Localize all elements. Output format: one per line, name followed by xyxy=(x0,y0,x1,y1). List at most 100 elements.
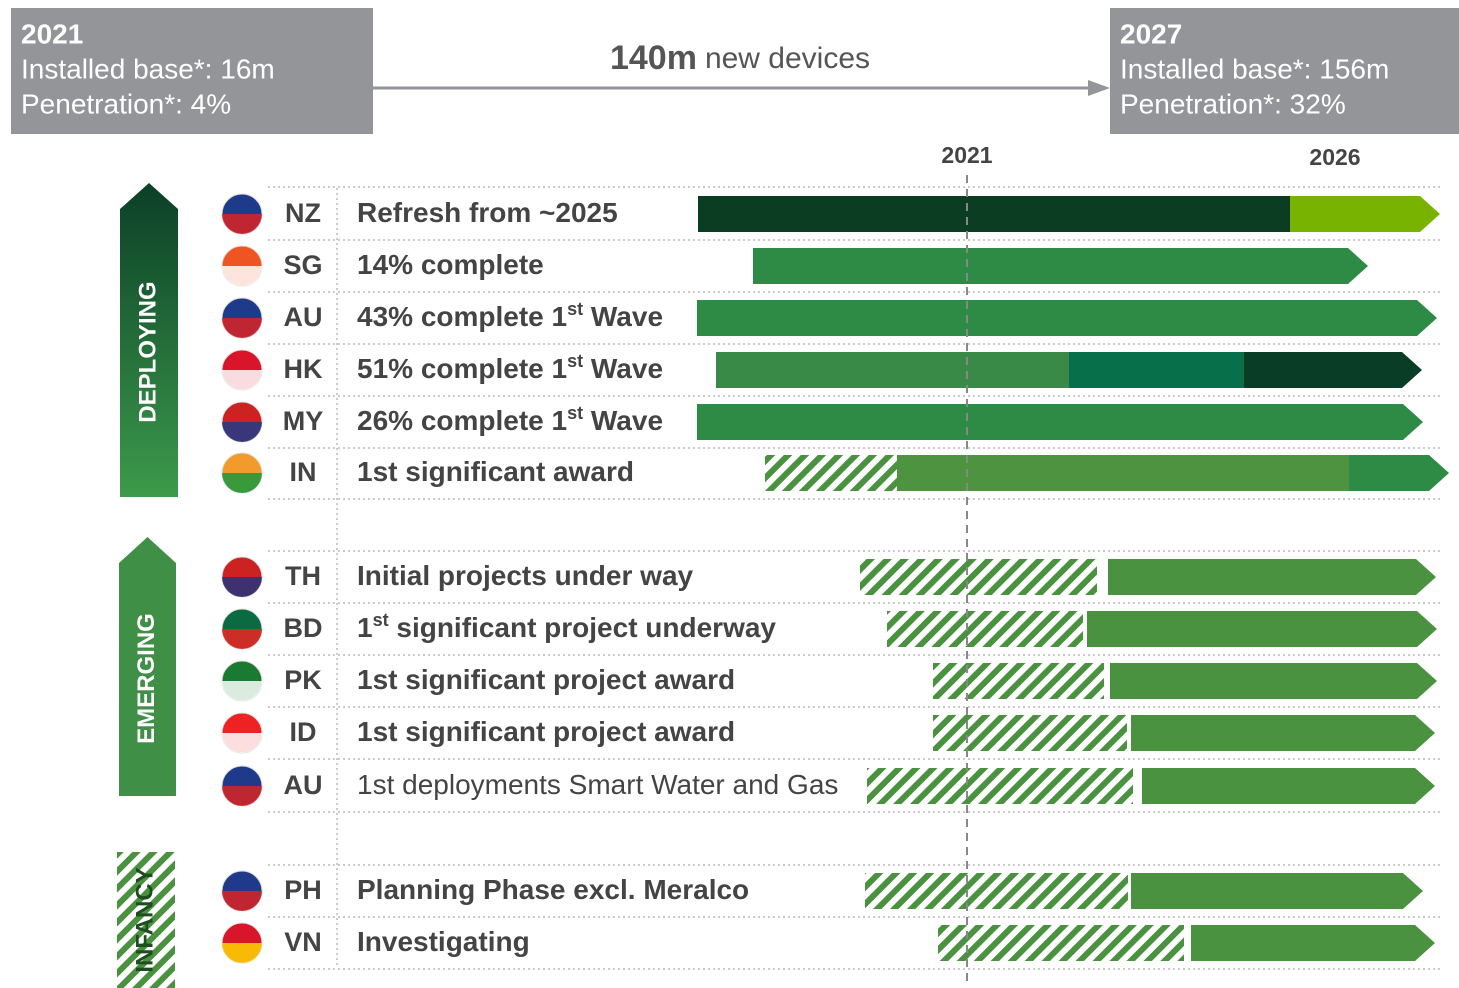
timeline-bar xyxy=(753,248,1368,284)
group-arrow xyxy=(120,183,178,497)
group-arrow xyxy=(119,537,176,796)
timeline-bar xyxy=(867,768,1133,804)
row-text: 1st significant project underway xyxy=(357,610,776,644)
row-text-after: Wave xyxy=(583,405,663,436)
timeline-bar xyxy=(1110,663,1437,699)
row-text-sup: st xyxy=(567,299,583,319)
start-base: Installed base*: 16m xyxy=(21,53,275,84)
timeline-bar xyxy=(1191,925,1435,961)
flag-detail xyxy=(222,370,262,390)
group-label: DEPLOYING xyxy=(134,281,161,422)
country-code: VN xyxy=(284,927,322,957)
flag-detail xyxy=(222,422,262,442)
start-box xyxy=(11,8,373,134)
timeline-bar xyxy=(933,715,1127,751)
flag-detail xyxy=(222,318,262,338)
row-text-main: 1st significant project award xyxy=(357,716,735,747)
timeline-bar xyxy=(1142,768,1435,804)
arrow-head xyxy=(1088,80,1110,96)
row-text-main: Planning Phase excl. Meralco xyxy=(357,874,749,905)
country-code: AU xyxy=(284,770,323,800)
row-text-main: 14% complete xyxy=(357,249,544,280)
timeline-bar xyxy=(887,611,1083,647)
year-label: 2021 xyxy=(941,142,992,168)
flag-detail xyxy=(222,786,262,806)
row-text: 1st significant award xyxy=(357,456,634,487)
flag-detail xyxy=(222,214,262,234)
row-text-main: 1st significant project award xyxy=(357,664,735,695)
timeline-bar xyxy=(698,196,1290,232)
end-box xyxy=(1110,8,1459,134)
timeline-bar xyxy=(697,404,1423,440)
row-text-after: Wave xyxy=(583,301,663,332)
country-code: ID xyxy=(290,717,317,747)
country-code: IN xyxy=(290,457,317,487)
country-code: HK xyxy=(284,354,323,384)
row-text: Planning Phase excl. Meralco xyxy=(357,874,749,905)
timeline-bar xyxy=(1069,352,1244,388)
timeline-bar xyxy=(938,925,1184,961)
timeline-bar xyxy=(897,455,1349,491)
country-code: TH xyxy=(285,561,321,591)
timeline-bar xyxy=(1290,196,1440,232)
timeline-bar xyxy=(697,300,1437,336)
row-text: 51% complete 1st Wave xyxy=(357,351,663,385)
row-text-sup: st xyxy=(567,351,583,371)
flag-detail xyxy=(222,943,262,963)
country-code: PH xyxy=(284,875,322,905)
timeline-bar xyxy=(860,559,1097,595)
end-penetration: Penetration*: 32% xyxy=(1120,88,1346,119)
country-code: SG xyxy=(283,250,322,280)
row-text: 43% complete 1st Wave xyxy=(357,299,663,333)
row-text: Refresh from ~2025 xyxy=(357,197,618,228)
row-text-sup: st xyxy=(373,610,389,630)
start-year: 2021 xyxy=(21,18,83,49)
timeline-bar xyxy=(1349,455,1449,491)
timeline-bar xyxy=(1131,715,1435,751)
row-text: 1st deployments Smart Water and Gas xyxy=(357,769,838,800)
row-text-main: Initial projects under way xyxy=(357,560,694,591)
row-text-sup: st xyxy=(567,403,583,423)
country-code: NZ xyxy=(285,198,321,228)
end-year: 2027 xyxy=(1120,18,1182,49)
timeline-bar xyxy=(716,352,1069,388)
row-text: 14% complete xyxy=(357,249,544,280)
timeline-bar xyxy=(765,455,897,491)
country-code: PK xyxy=(284,665,322,695)
flag-detail xyxy=(222,473,262,493)
row-text-main: Refresh from ~2025 xyxy=(357,197,618,228)
row-text-main: Investigating xyxy=(357,926,530,957)
new-devices: 140m new devices xyxy=(610,39,870,77)
row-text-main: 26% complete 1 xyxy=(357,405,567,436)
flag-detail xyxy=(222,681,262,701)
timeline-bar xyxy=(1244,352,1422,388)
group-marker xyxy=(117,852,175,988)
row-text: Investigating xyxy=(357,926,530,957)
timeline-bar xyxy=(1087,611,1437,647)
flag-detail xyxy=(222,629,262,649)
flag-detail xyxy=(222,733,262,753)
end-base: Installed base*: 156m xyxy=(1120,53,1389,84)
flag-detail xyxy=(222,577,262,597)
country-code: BD xyxy=(284,613,323,643)
row-text: 1st significant project award xyxy=(357,716,735,747)
flag-detail xyxy=(222,266,262,286)
start-penetration: Penetration*: 4% xyxy=(21,88,231,119)
amount: 140m xyxy=(610,39,697,77)
country-code: AU xyxy=(284,302,323,332)
row-text: 26% complete 1st Wave xyxy=(357,403,663,437)
timeline-bar xyxy=(933,663,1104,699)
timeline-bar xyxy=(1108,559,1436,595)
country-code: MY xyxy=(283,406,324,436)
timeline-bar xyxy=(865,873,1128,909)
row-text-main: 1st significant award xyxy=(357,456,634,487)
row-text-after: significant project underway xyxy=(389,612,777,643)
year-label: 2026 xyxy=(1309,144,1360,170)
row-text-main: 1st deployments Smart Water and Gas xyxy=(357,769,838,800)
row-text-after: Wave xyxy=(583,353,663,384)
group-label: EMERGING xyxy=(133,613,160,744)
amount-text: new devices xyxy=(705,42,870,75)
flag-detail xyxy=(222,891,262,911)
row-text: 1st significant project award xyxy=(357,664,735,695)
